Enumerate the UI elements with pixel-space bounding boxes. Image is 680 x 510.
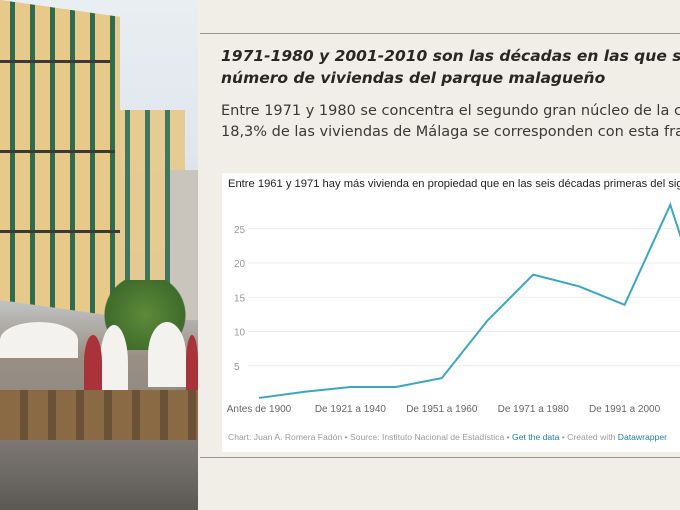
street-photo [0, 0, 198, 510]
article-lead: Entre 1971 y 1980 se concentra el segund… [221, 101, 680, 142]
y-tick-label: 15 [234, 293, 246, 304]
headline-line: 1971-1980 y 2001-2010 son las décadas en… [221, 47, 680, 65]
balcony [0, 60, 110, 63]
x-tick-label: De 1951 a 1960 [406, 404, 478, 415]
article-headline: 1971-1980 y 2001-2010 son las décadas en… [221, 45, 680, 89]
building-facade [0, 0, 120, 317]
y-tick-label: 10 [234, 328, 246, 339]
balcony [0, 150, 115, 153]
top-divider [200, 33, 680, 34]
umbrella [84, 335, 102, 390]
chart-credit: Chart: Juan A. Romera Fadón [228, 432, 343, 442]
umbrella [186, 335, 198, 390]
pavement [0, 440, 198, 510]
chart-plot: 5 10 15 20 25 Antes de 1900 De 1921 a 1940 De 1… [227, 202, 680, 415]
chart-source: • Source: Instituto Nacional de Estadíst… [342, 432, 513, 442]
terrace-tables [0, 390, 198, 440]
x-tick-label: De 1921 a 1940 [315, 404, 387, 415]
x-tick-label: De 1971 a 1980 [498, 404, 570, 415]
lead-line: Entre 1971 y 1980 se concentra el segund… [221, 103, 680, 119]
datawrapper-link[interactable]: Datawrapper [617, 432, 667, 442]
data-line [258, 202, 680, 399]
umbrella [0, 322, 78, 358]
lead-line: 18,3% de las viviendas de Málaga se corr… [221, 123, 680, 140]
bottom-divider [200, 457, 680, 458]
y-tick-label: 20 [234, 259, 246, 270]
created-with-text: • Created with [559, 432, 618, 442]
get-the-data-link[interactable]: Get the data [512, 432, 560, 442]
y-tick-label: 25 [234, 225, 246, 236]
y-tick-label: 5 [234, 362, 240, 373]
chart-title: Entre 1961 y 1971 hay más vivienda en pr… [228, 178, 680, 190]
balcony [0, 230, 120, 233]
line-chart: 5 10 15 20 25 Antes de 1900 De 1921 a 1940 De 1… [222, 173, 680, 452]
umbrella [148, 322, 186, 387]
chart-footer: Chart: Juan A. Romera Fadón • Source: In… [228, 432, 667, 442]
headline-line: número de viviendas del parque malagueño [221, 69, 606, 87]
umbrella [100, 325, 128, 400]
x-tick-label: De 1991 a 2000 [589, 404, 661, 415]
x-tick-label: Antes de 1900 [227, 404, 292, 415]
